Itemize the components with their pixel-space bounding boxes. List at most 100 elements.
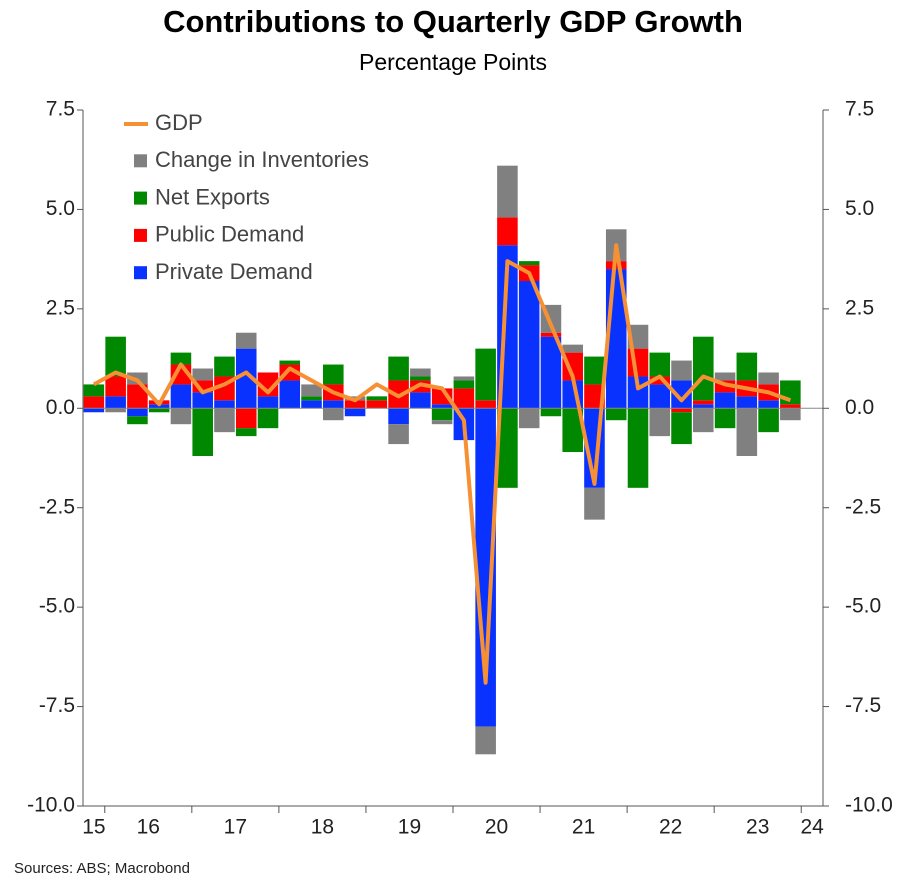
bar-segment [148,408,170,413]
bar-segment [475,726,496,755]
x-tick-label: 15 [82,816,105,839]
x-tick-label: 24 [800,816,824,839]
gdp-line [92,243,792,685]
bar-segment [214,400,235,409]
bar-segment [671,380,692,409]
bar-segment [671,360,692,381]
x-tick-label: 18 [311,816,334,839]
x-tick-label: 22 [659,816,682,839]
bar-segment [497,408,518,488]
bar-segment [649,408,671,437]
x-tick-label: 20 [485,816,508,839]
bar-segment [518,261,540,266]
bar-segment [83,408,105,413]
chart-title: Contributions to Quarterly GDP Growth [163,4,743,39]
bar-segment [649,376,671,385]
bar-segment [83,396,105,409]
bar-segment [105,396,126,409]
bar-segment [192,392,213,409]
bar-segment [344,400,366,409]
bar-segment [758,400,779,409]
bar-segment [257,396,279,409]
bar-segment [431,420,453,425]
y-tick-label: 2.5 [46,296,75,319]
y-tick-label: 0.0 [46,396,75,419]
bar-segment [693,404,714,409]
bar-segment [497,217,518,246]
y2-tick-label: 0.0 [845,396,874,419]
bar-segment [671,412,692,445]
bar-segment [235,408,257,429]
bar-segment [540,336,562,409]
bar-segment [105,408,126,413]
bar-segment [475,408,496,727]
y-tick-label: 7.5 [46,98,75,121]
bar-segment [170,352,192,365]
bar-segment [431,404,453,409]
y-tick-label: -7.5 [39,694,75,717]
y2-tick-label: -7.5 [845,694,881,717]
bar-segment [497,165,518,218]
bar-segment [323,364,344,385]
bar-segment [323,408,344,421]
y2-tick-label: -5.0 [845,595,881,618]
bar-segment [301,400,322,409]
bar-segment [736,352,758,381]
bar-segment [736,408,758,457]
chart-subtitle: Percentage Points [359,49,547,75]
bar-segment [518,408,540,429]
x-tick-label: 19 [398,816,421,839]
bar-segment [323,400,344,409]
bar-segment [562,408,583,453]
bar-segment [301,396,322,401]
y2-tick-label: 2.5 [845,296,874,319]
bar-segment [671,408,692,413]
y-tick-label: -10.0 [27,794,75,817]
bar-segment [214,408,235,433]
bar-segment [170,408,192,425]
bar-segment [192,368,213,381]
bar-segment [410,392,431,409]
bar-segment [388,356,409,381]
bar-segment [127,408,148,417]
bar-segment [584,384,605,409]
bar-segment [214,356,235,377]
bar-segment [279,380,301,409]
x-tick-label: 21 [572,816,595,839]
x-tick-label: 16 [137,816,160,839]
bar-segment [235,332,257,349]
y2-tick-label: -10.0 [845,794,893,817]
bar-segment [475,348,496,401]
bar-segment [127,384,148,409]
bar-segment [584,487,605,520]
bar-segment [344,408,366,417]
bar-segment [627,408,649,488]
bar-segment [453,388,475,409]
bar-segment [714,372,736,381]
bar-segment [780,380,801,405]
bar-segment [105,336,126,377]
y2-tick-label: -2.5 [845,495,881,518]
bar-segment [235,348,257,409]
y-tick-label: -2.5 [39,495,75,518]
bar-segment [714,392,736,409]
bar-segment [649,384,671,409]
legend-label: Private Demand [155,259,313,284]
y-tick-label: -5.0 [39,595,75,618]
bar-segment [431,408,453,421]
legend-swatch [134,154,147,168]
legend-label: Change in Inventories [155,147,369,172]
bar-segment [780,408,801,421]
bar-segment [518,281,540,409]
bar-segment [693,400,714,405]
legend-swatch [134,228,147,242]
bar-segment [170,384,192,409]
legend-label: Net Exports [155,184,270,209]
bar-segment [105,376,126,397]
bar-segment [366,396,388,401]
bar-segment [540,332,562,337]
bar-segment [127,416,148,425]
bar-segment [410,376,431,381]
bar-segment [388,408,409,425]
